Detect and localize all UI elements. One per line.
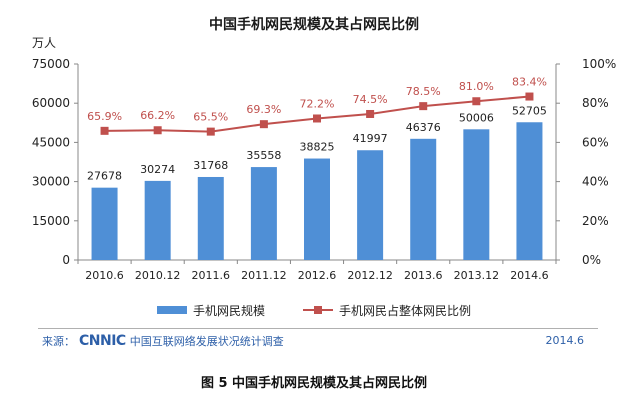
line-marker — [366, 109, 375, 118]
bar — [410, 138, 437, 260]
bar — [463, 129, 490, 260]
bar-value-label: 41997 — [353, 132, 388, 145]
line-marker — [259, 120, 268, 129]
line-marker — [525, 92, 534, 101]
y-tick-right-label: 100% — [582, 57, 616, 71]
bar — [304, 158, 330, 260]
y-tick-left-label: 15000 — [32, 214, 70, 228]
y-tick-left-label: 30000 — [32, 175, 70, 189]
x-tick-label: 2012.12 — [347, 269, 393, 282]
bar-value-label: 38825 — [300, 141, 335, 154]
x-tick-label: 2013.6 — [404, 269, 443, 282]
y-tick-right-label: 0% — [582, 253, 601, 267]
figure-caption: 图 5 中国手机网民规模及其占网民比例 — [200, 376, 428, 391]
x-tick-label: 2010.12 — [135, 269, 181, 282]
bar-value-label: 52705 — [512, 104, 547, 117]
bar-value-label: 35558 — [246, 149, 281, 162]
y-tick-right-label: 40% — [582, 175, 609, 189]
y-tick-left-label: 60000 — [32, 96, 70, 110]
source-prefix: 来源： — [42, 335, 75, 348]
bar-value-label: 30274 — [140, 163, 175, 176]
source: 来源： CNNIC 中国互联网络发展状况统计调查 — [42, 333, 284, 349]
x-tick-label: 2012.6 — [298, 269, 337, 282]
line-marker — [100, 126, 109, 135]
y-tick-right-label: 80% — [582, 96, 609, 110]
y-axis-left-unit: 万人 — [32, 36, 57, 50]
bar — [250, 167, 277, 260]
legend-swatch-bar — [156, 306, 187, 314]
legend-label-bar: 手机网民规模 — [192, 303, 265, 318]
bar — [357, 150, 384, 260]
line-value-label: 65.5% — [193, 111, 228, 124]
line-marker — [153, 126, 162, 135]
line-marker — [206, 127, 215, 136]
legend: 手机网民规模 手机网民占整体网民比例 — [0, 301, 628, 319]
line-value-label: 81.0% — [459, 80, 494, 93]
line-value-label: 69.3% — [246, 103, 281, 116]
line-value-label: 74.5% — [353, 93, 388, 106]
line-value-label: 72.2% — [300, 97, 335, 110]
line-marker — [472, 97, 481, 106]
line-value-label: 78.5% — [406, 85, 441, 98]
x-tick-label: 2014.6 — [510, 269, 549, 282]
bar — [91, 187, 118, 260]
y-tick-right-label: 20% — [582, 214, 609, 228]
line-marker — [313, 114, 321, 123]
line-value-label: 66.2% — [140, 109, 175, 122]
line-value-label: 83.4% — [512, 76, 547, 89]
y-tick-right-label: 60% — [582, 135, 609, 149]
source-divider — [38, 328, 598, 329]
legend-label-line: 手机网民占整体网民比例 — [339, 303, 472, 318]
chart-svg: 0 15000 30000 45000 60000 75000 0% 20% 40% 60% 80%… — [32, 57, 617, 282]
bar-value-label: 31768 — [193, 159, 228, 172]
bar-value-label: 27678 — [87, 170, 122, 183]
cnnic-logo: CNNIC — [79, 333, 126, 349]
bar-value-label: 50006 — [459, 111, 494, 124]
legend-swatch-line — [303, 305, 333, 315]
legend-item-bar: 手机网民规模 — [156, 302, 265, 319]
legend-item-line: 手机网民占整体网民比例 — [303, 302, 471, 319]
x-tick-label: 2013.12 — [454, 269, 500, 282]
bar-value-label: 46376 — [406, 121, 441, 134]
x-tick-label: 2011.12 — [241, 269, 287, 282]
source-date: 2014.6 — [545, 334, 585, 347]
line-value-label: 65.9% — [87, 110, 122, 123]
chart-title: 中国手机网民规模及其占网民比例 — [209, 17, 419, 33]
source-org: 中国互联网络发展状况统计调查 — [129, 335, 284, 348]
bar — [197, 176, 224, 260]
y-tick-left-label: 75000 — [32, 57, 70, 71]
bar — [144, 180, 171, 260]
line-marker — [419, 102, 428, 111]
y-tick-left-label: 0 — [62, 253, 70, 267]
x-tick-label: 2010.6 — [85, 269, 124, 282]
y-tick-left-label: 45000 — [32, 135, 70, 149]
x-tick-label: 2011.6 — [192, 269, 231, 282]
bar — [516, 122, 543, 260]
